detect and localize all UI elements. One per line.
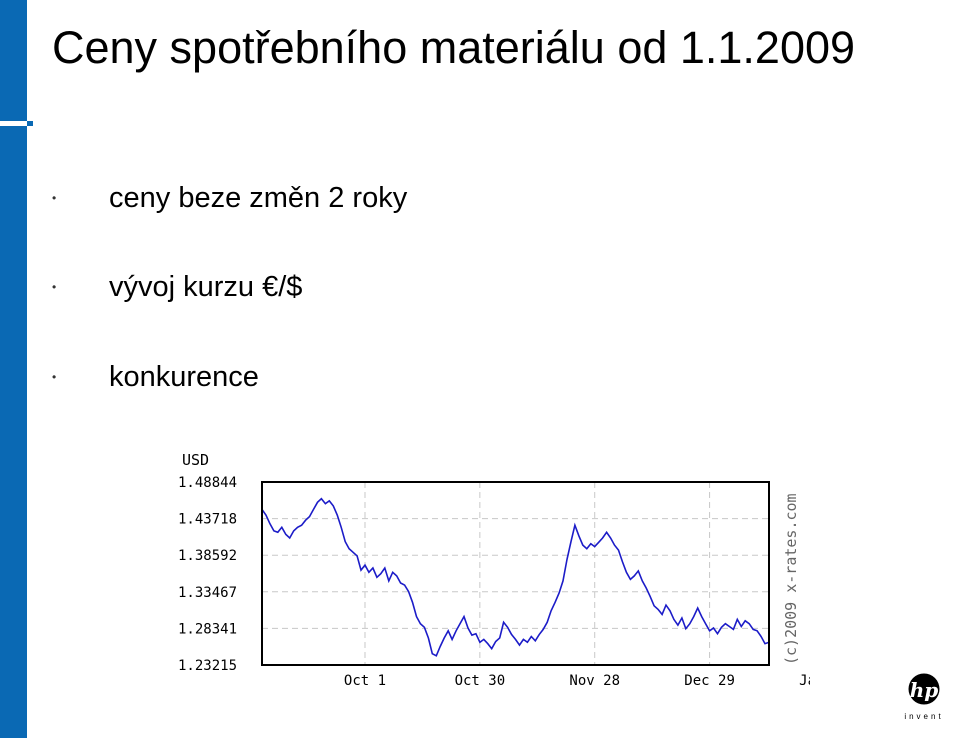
y-tick-label: 1.33467	[178, 585, 237, 601]
hp-logo-icon: hp invent	[904, 673, 943, 721]
chart-grid	[262, 482, 825, 665]
x-tick-label: Nov 28	[569, 673, 620, 689]
chart-svg: USD 1.488441.437181.385921.334671.283411…	[178, 451, 850, 689]
sidebar-notch	[0, 121, 27, 126]
slide-title: Ceny spotřebního materiálu od 1.1.2009	[52, 22, 856, 73]
y-tick-label: 1.38592	[178, 548, 237, 564]
x-tick-label: Oct 1	[344, 673, 386, 689]
x-tick-label: Oct 30	[455, 673, 506, 689]
bullet-item: • ceny beze změn 2 roky	[52, 180, 407, 216]
x-tick-label: Jan 28	[799, 673, 810, 689]
hp-tagline: invent	[904, 712, 943, 721]
bullet-text: vývoj kurzu €/$	[109, 270, 303, 303]
bullet-dot-icon: •	[52, 191, 57, 205]
y-tick-label: 1.48844	[178, 475, 237, 491]
chart-watermark: (c)2009 x-rates.com	[782, 493, 800, 665]
title-accent-tab	[27, 121, 33, 126]
hp-logo-text: hp	[910, 678, 939, 702]
y-tick-label: 1.23215	[178, 658, 237, 674]
y-tick-label: 1.43718	[178, 512, 237, 528]
y-unit-label: USD	[182, 451, 209, 469]
plot-frame	[261, 481, 770, 666]
bullet-item: • vývoj kurzu €/$	[52, 269, 302, 305]
bullet-dot-icon: •	[52, 280, 57, 294]
bullet-item: • konkurence	[52, 359, 259, 395]
bullet-text: konkurence	[109, 360, 259, 393]
x-tick-label: Dec 29	[684, 673, 735, 689]
exchange-rate-chart: USD 1.48844 1.43718 1.38592 1.33467 1.28341 1…	[170, 445, 850, 695]
x-axis-ticks: Oct 1 Oct 30 Nov 28 Dec 29 Jan 28	[344, 673, 850, 689]
series-line	[261, 497, 770, 657]
bullet-text: ceny beze změn 2 roky	[109, 181, 408, 214]
y-axis-ticks: 1.48844 1.43718 1.38592 1.33467 1.28341 1.232…	[178, 475, 237, 674]
bullet-dot-icon: •	[52, 370, 57, 384]
accent-sidebar	[0, 0, 27, 738]
y-tick-label: 1.28341	[178, 621, 237, 637]
hp-logo: hp invent	[896, 672, 956, 722]
